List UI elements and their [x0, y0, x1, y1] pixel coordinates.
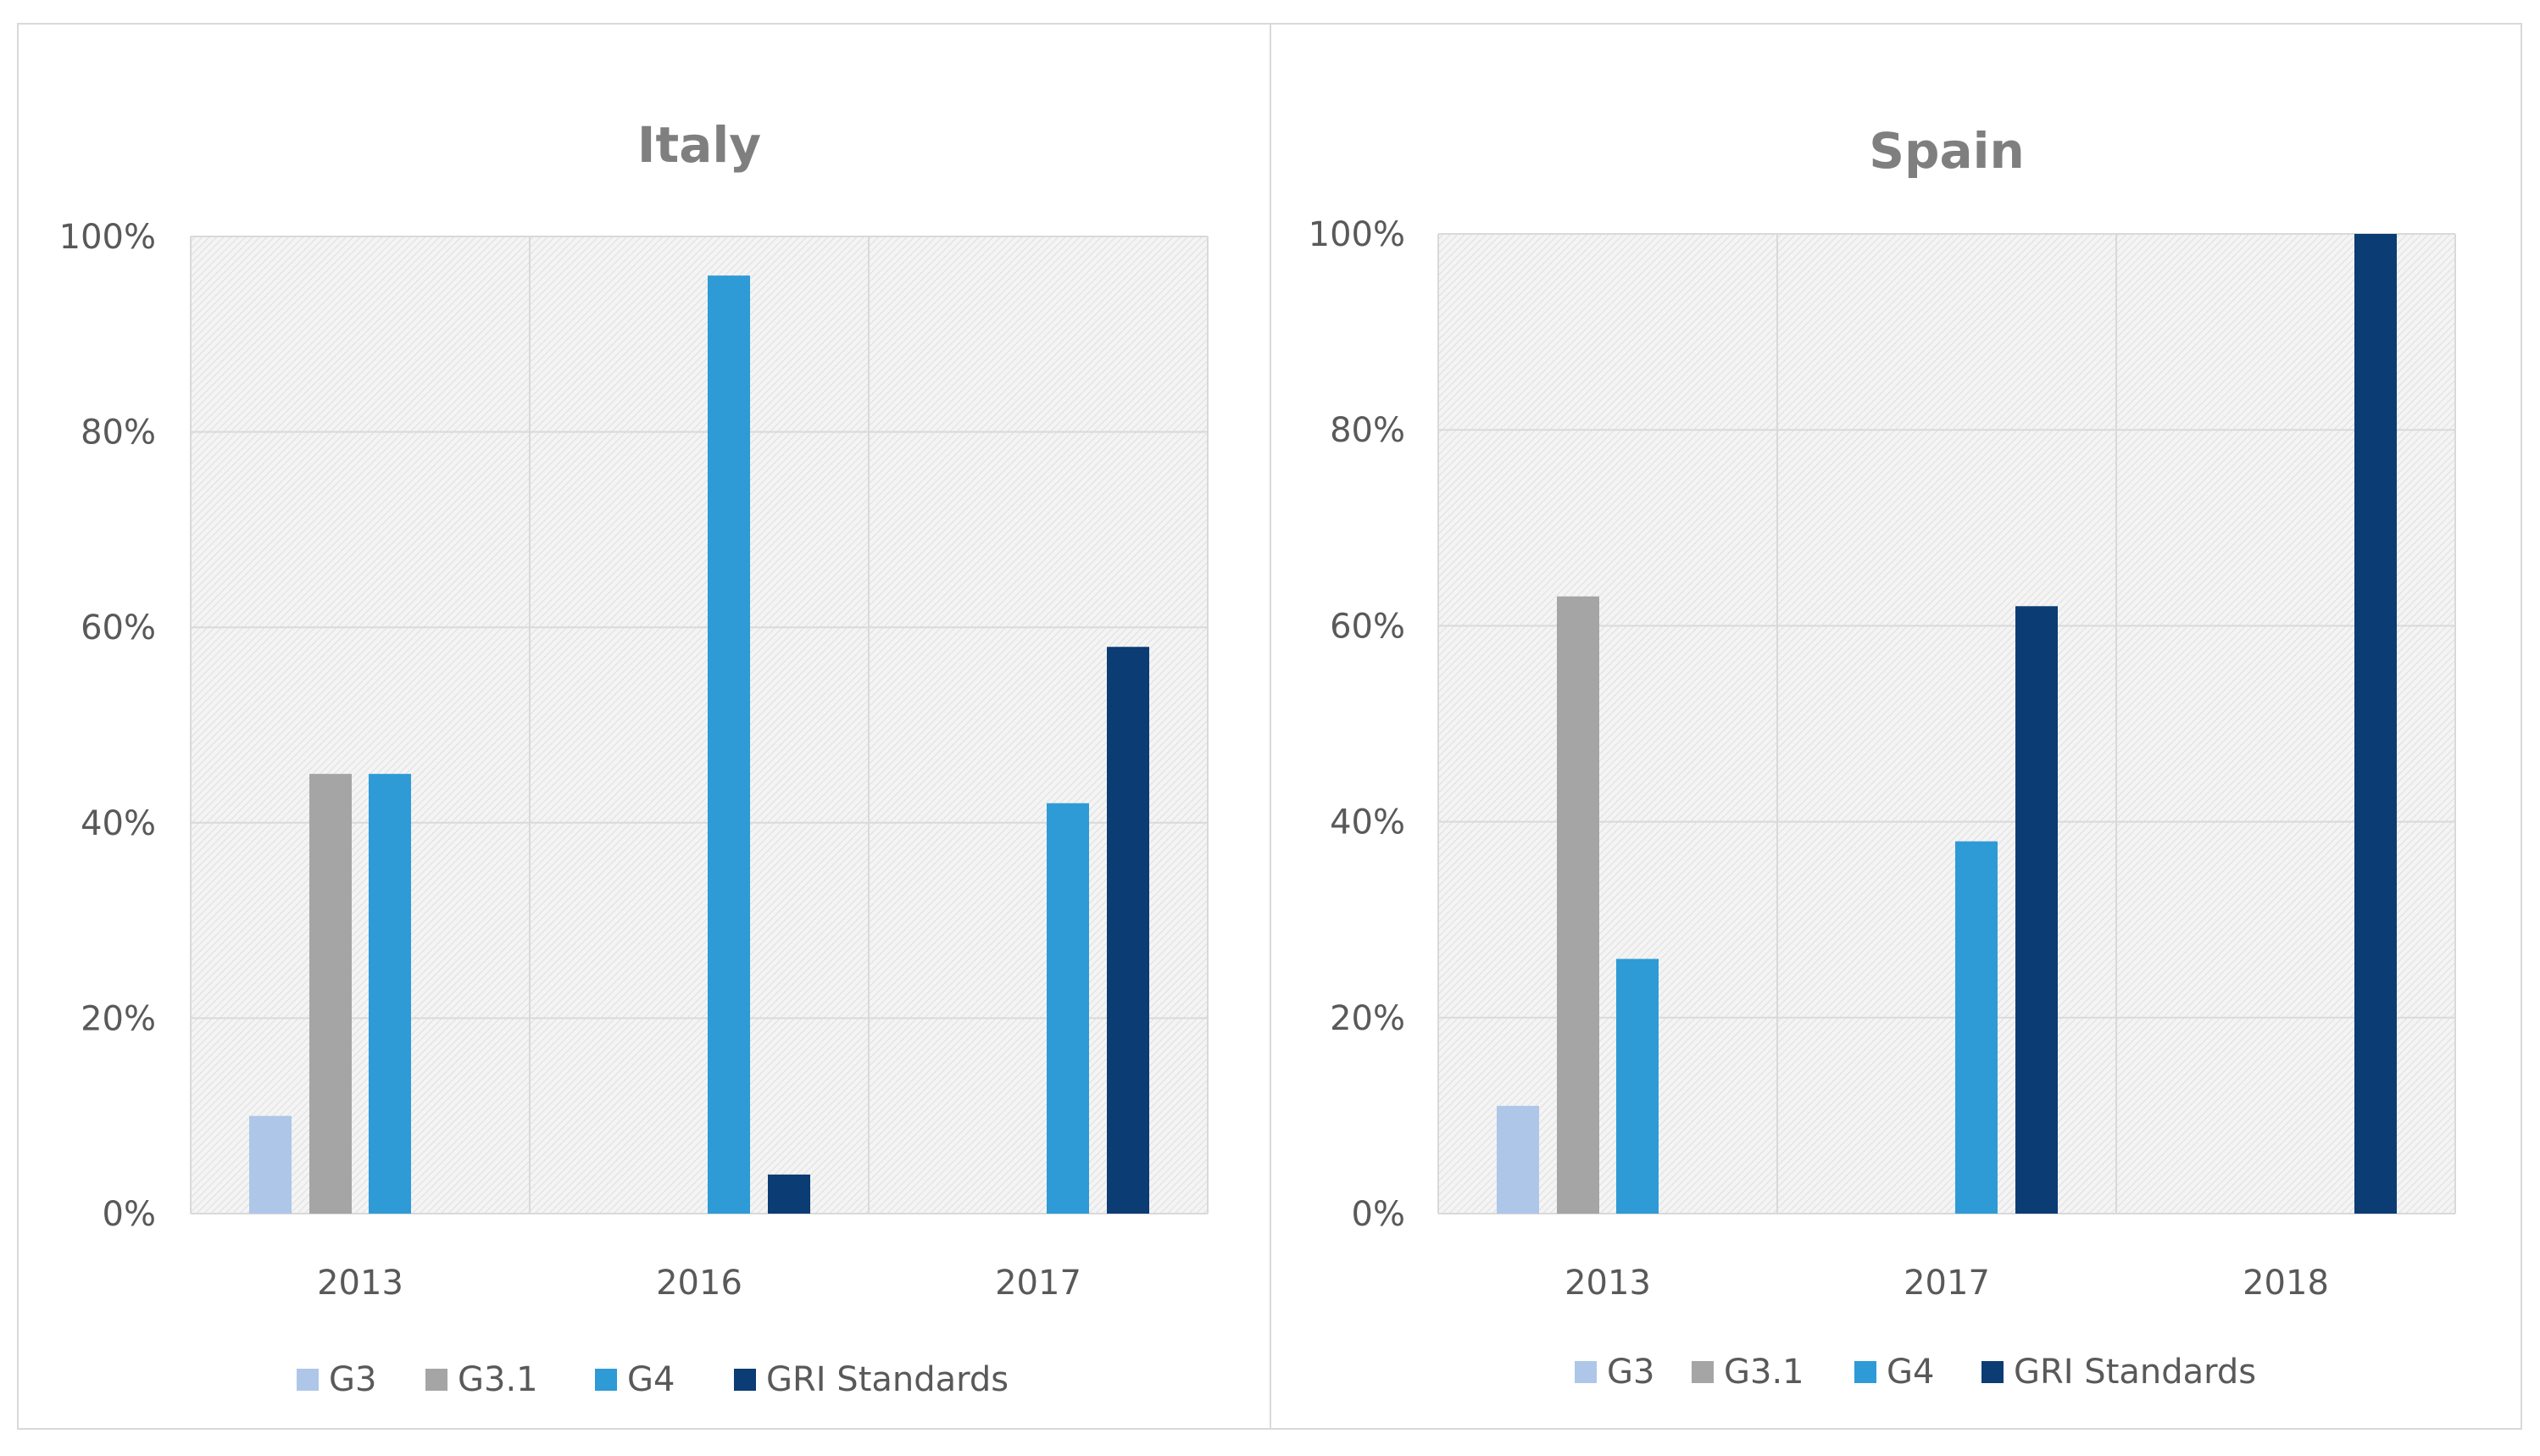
plot-area: [191, 236, 1208, 1214]
x-tick-label: 2017: [1904, 1264, 1990, 1303]
y-tick-label: 20%: [81, 999, 156, 1038]
y-tick-label: 0%: [1352, 1195, 1405, 1234]
bar-g3-1-2013: [309, 774, 352, 1214]
legend-swatch-g4: [1854, 1361, 1876, 1383]
y-tick-label: 100%: [59, 218, 156, 257]
y-tick-label: 80%: [81, 414, 156, 453]
legend-label-gri-standards: GRI Standards: [766, 1360, 1009, 1399]
x-tick-label: 2016: [656, 1264, 742, 1303]
x-tick-label: 2017: [995, 1264, 1081, 1303]
bar-g4-2013: [1616, 959, 1659, 1214]
legend-swatch-g3: [1575, 1361, 1597, 1383]
y-tick-label: 20%: [1330, 999, 1405, 1038]
legend-swatch-g3-1: [1692, 1361, 1714, 1383]
x-tick-label: 2018: [2243, 1264, 2329, 1303]
legend-label-g3: G3: [1607, 1353, 1654, 1392]
legend-label-gri-standards: GRI Standards: [2014, 1353, 2256, 1392]
y-tick-label: 40%: [1330, 803, 1405, 842]
y-tick-label: 60%: [1330, 607, 1405, 646]
y-tick-label: 100%: [1309, 215, 1405, 254]
bar-g4-2013: [369, 774, 411, 1214]
legend-label-g4: G4: [1887, 1353, 1934, 1392]
chart-title: Italy: [637, 116, 761, 174]
bar-g3-2013: [249, 1115, 292, 1214]
legend-swatch-g3-1: [425, 1369, 447, 1391]
chart-panel-italy: Italy 0% 20% 40% 60% 80% 100% 2013 2016 2017 G3 G3.…: [17, 23, 1271, 1430]
y-tick-label: 60%: [81, 609, 156, 647]
bar-g4-2017: [1955, 841, 1998, 1214]
bar-gri-standards-2017: [2015, 606, 2058, 1214]
bar-gri-standards-2017: [1107, 647, 1149, 1214]
legend-label-g3-1: G3.1: [458, 1360, 538, 1399]
bar-g3-2013: [1497, 1105, 1539, 1214]
chart-panel-spain: Spain 0% 20% 40% 60% 80% 100% 2013 2017 2018 G3 G3.…: [1270, 23, 2522, 1430]
legend-label-g3-1: G3.1: [1724, 1353, 1804, 1392]
chart-spain: Spain 0% 20% 40% 60% 80% 100% 2013 2017 2018 G3 G3.…: [1309, 122, 2456, 1392]
legend-swatch-g4: [595, 1369, 617, 1391]
legend-label-g3: G3: [329, 1360, 376, 1399]
bar-gri-standards-2018: [2354, 234, 2397, 1214]
plot-area: [1438, 234, 2455, 1214]
x-tick-label: 2013: [1565, 1264, 1651, 1303]
legend-label-g4: G4: [627, 1360, 675, 1399]
legend-swatch-g3: [297, 1369, 319, 1391]
chart-title: Spain: [1869, 122, 2025, 180]
y-tick-label: 0%: [103, 1195, 156, 1234]
legend-swatch-gri-standards: [1981, 1361, 2004, 1383]
legend-swatch-gri-standards: [734, 1369, 756, 1391]
bar-g3-1-2013: [1557, 596, 1599, 1214]
y-tick-label: 80%: [1330, 411, 1405, 450]
y-tick-label: 40%: [81, 804, 156, 843]
x-tick-label: 2013: [317, 1264, 403, 1303]
bar-g4-2016: [708, 275, 750, 1214]
bar-gri-standards-2016: [768, 1174, 810, 1214]
bar-g4-2017: [1047, 803, 1089, 1214]
chart-italy: Italy 0% 20% 40% 60% 80% 100% 2013 2016 2017 G3 G3.…: [59, 116, 1209, 1399]
